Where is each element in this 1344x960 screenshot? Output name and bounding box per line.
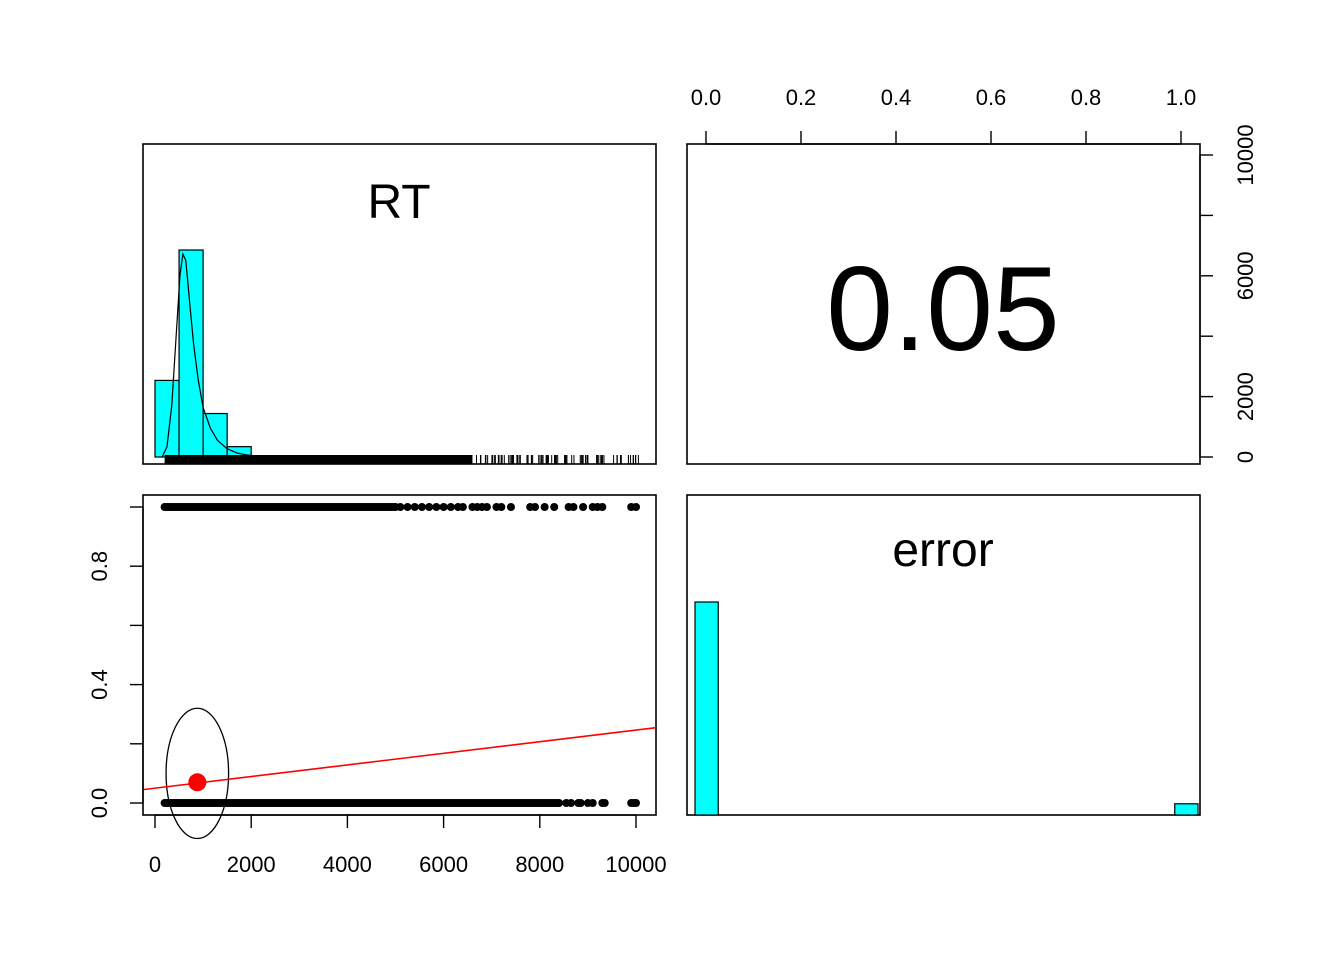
error-hist-bar xyxy=(1174,803,1199,816)
scatter-point xyxy=(576,799,585,807)
scatter-point xyxy=(396,503,405,511)
right-axis-tick-label: 2000 xyxy=(1233,372,1258,421)
right-axis-tick-label: 6000 xyxy=(1233,251,1258,300)
rt-hist-bar xyxy=(178,249,204,458)
centroid-point xyxy=(188,773,207,792)
top-axis-tick-label: 0.8 xyxy=(1071,85,1102,110)
x-axis-tick-label: 8000 xyxy=(515,852,564,877)
rt-rug xyxy=(164,455,639,464)
scatter-point xyxy=(425,503,434,511)
x-axis-tick-label: 10000 xyxy=(605,852,666,877)
axes: 0 2000 4000 6000 8000 10000 0.0 0.4 0.8 0.0 0.2 0.4… xyxy=(87,85,1258,877)
top-axis-tick-label: 1.0 xyxy=(1166,85,1197,110)
scatter-point xyxy=(588,799,597,807)
scatter-point xyxy=(540,503,549,511)
scatter-point xyxy=(555,799,564,807)
scatter-point xyxy=(579,503,588,511)
x-axis-tick-label: 2000 xyxy=(227,852,276,877)
scatter-point xyxy=(598,503,607,511)
correlation-value: 0.05 xyxy=(826,242,1060,376)
y-axis-tick-label: 0.0 xyxy=(87,788,112,819)
y-axis-tick-label: 0.4 xyxy=(87,669,112,700)
panel-label-rt: RT xyxy=(367,176,430,229)
x-axis-tick-label: 0 xyxy=(149,852,161,877)
scatter-point xyxy=(439,503,448,511)
panel-error-frame xyxy=(686,494,1201,816)
regression-line xyxy=(142,726,657,791)
top-axis-tick-label: 0.0 xyxy=(691,85,722,110)
scatter-point xyxy=(482,503,491,511)
scatter-point xyxy=(432,503,441,511)
top-axis-tick-label: 0.2 xyxy=(786,85,817,110)
scatter-point xyxy=(569,503,578,511)
rt-density-curve xyxy=(161,251,261,458)
scatter-point xyxy=(497,503,506,511)
right-axis-tick-label: 10000 xyxy=(1233,124,1258,185)
error-hist-bar xyxy=(694,601,719,816)
panel-label-error: error xyxy=(892,524,993,577)
scatter-point xyxy=(506,503,515,511)
error-histogram xyxy=(694,601,1199,816)
scatter-point xyxy=(600,799,609,807)
rt-histogram xyxy=(154,249,261,458)
correlation-ellipse xyxy=(165,707,230,840)
panel-scatter-frame xyxy=(142,494,657,816)
top-axis-tick-label: 0.6 xyxy=(976,85,1007,110)
x-axis-tick-label: 6000 xyxy=(419,852,468,877)
scatter-point xyxy=(446,503,455,511)
scatter-point xyxy=(417,503,426,511)
scatter-point xyxy=(632,799,640,807)
y-axis-tick-label: 0.8 xyxy=(87,551,112,582)
top-axis-tick-label: 0.4 xyxy=(881,85,912,110)
right-axis-tick-label: 0 xyxy=(1233,451,1258,463)
scatter-point xyxy=(530,503,539,511)
scatter-point xyxy=(632,503,640,511)
scatter-point xyxy=(550,503,559,511)
scatter-point xyxy=(410,503,419,511)
scatter-point xyxy=(403,503,412,511)
scatter-point xyxy=(567,799,576,807)
x-axis-tick-label: 4000 xyxy=(323,852,372,877)
rug-dense-band xyxy=(164,455,473,464)
scatter-point xyxy=(458,503,467,511)
rt-error-scatter xyxy=(142,503,657,840)
